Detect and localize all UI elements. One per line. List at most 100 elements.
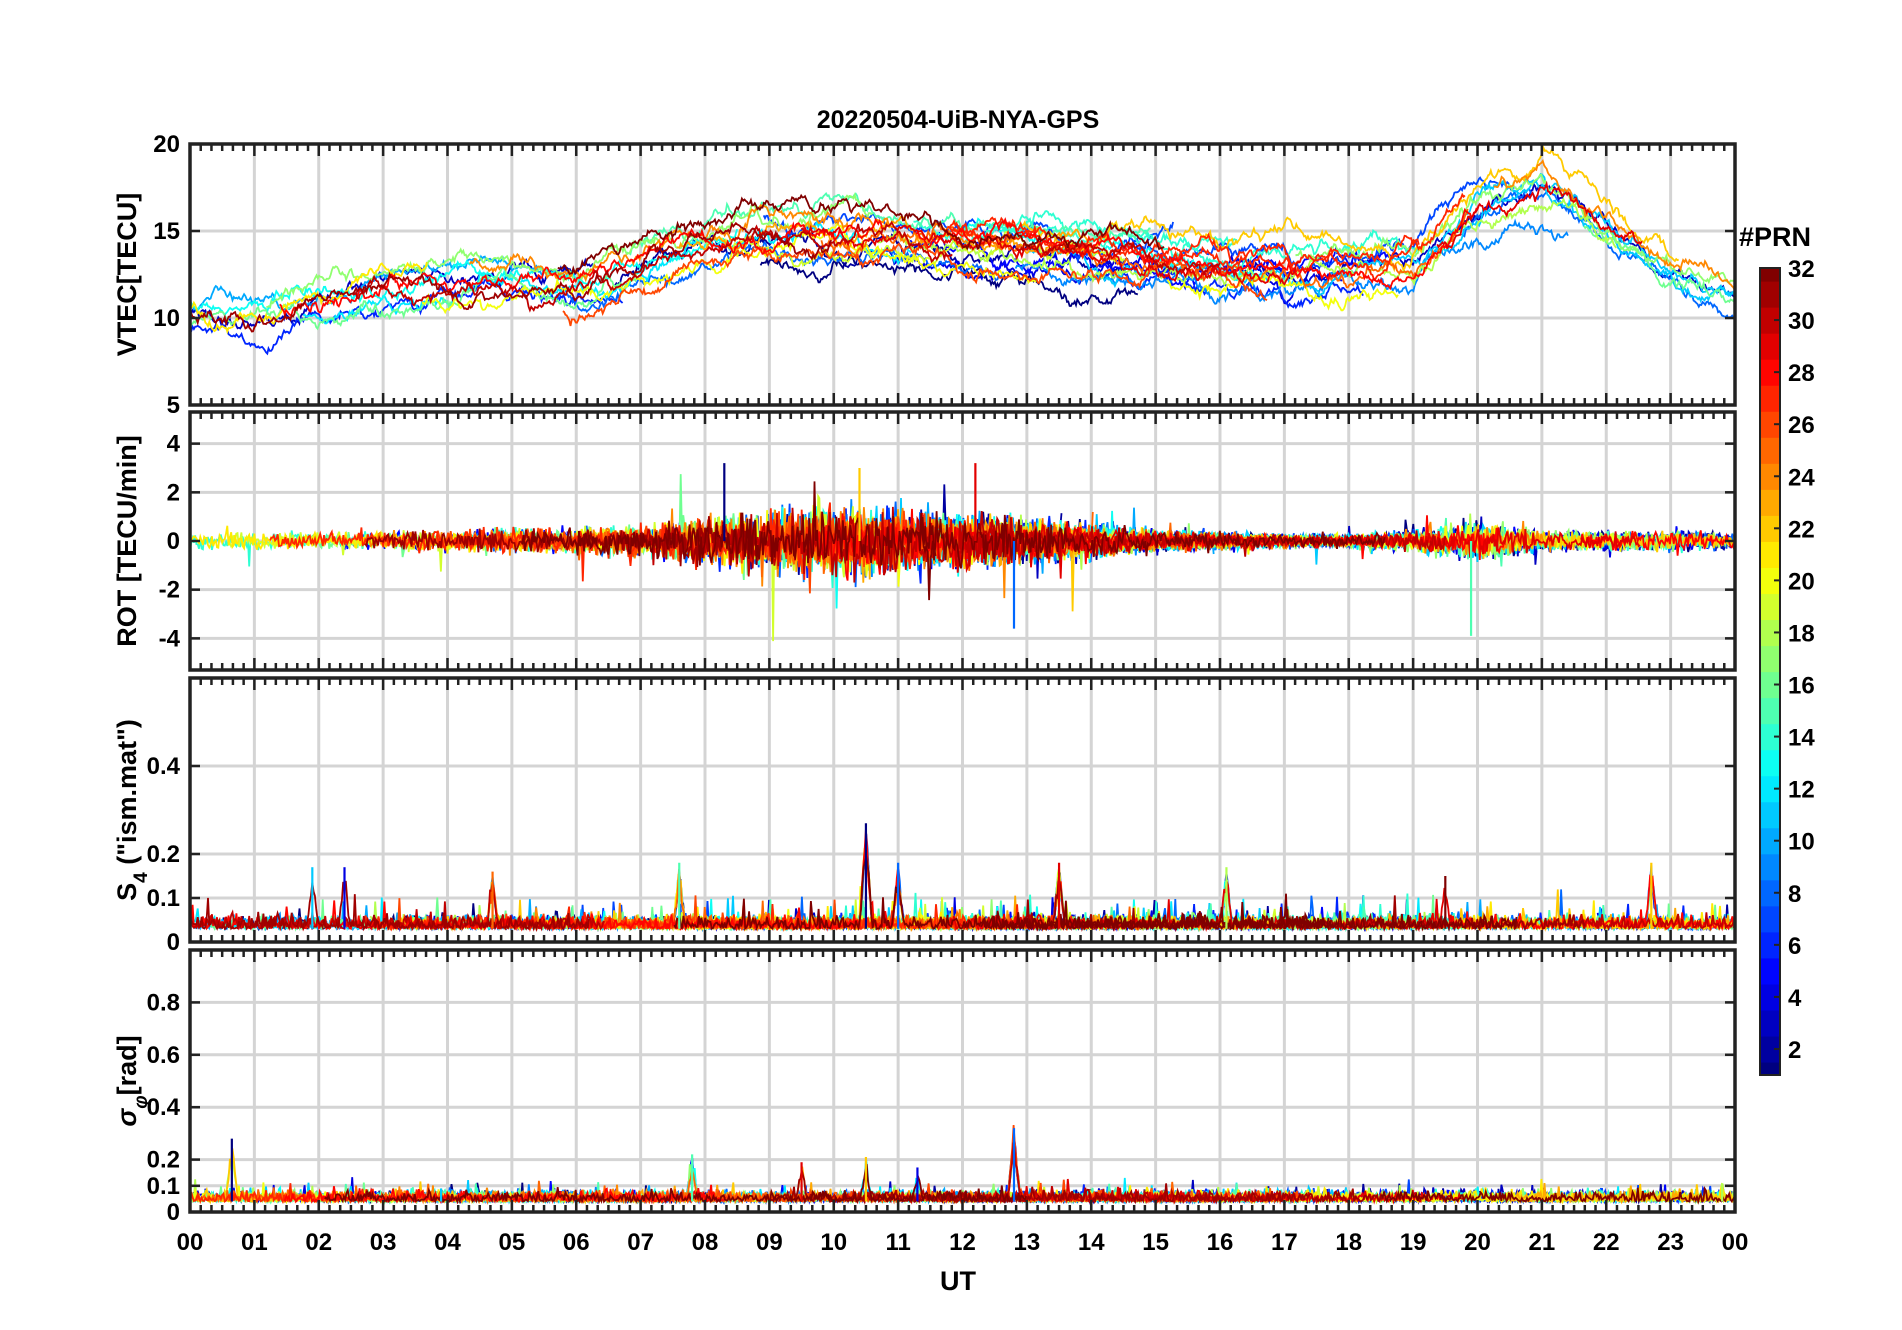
colorbar-swatch: [1760, 268, 1780, 282]
series-line-prn-28: [1580, 529, 1735, 556]
colorbar-tick-label: 2: [1788, 1037, 1801, 1064]
colorbar-swatch: [1760, 515, 1780, 542]
colorbar-swatch: [1760, 281, 1780, 308]
colorbar-swatch: [1760, 671, 1780, 699]
colorbar-swatch: [1760, 749, 1780, 777]
series-line-prn-21: [190, 261, 428, 335]
colorbar-swatch: [1760, 645, 1780, 673]
x-tick-label: 00: [1722, 1229, 1749, 1256]
y-tick-label: 0.6: [147, 1042, 180, 1069]
y-axis-label-sigma_phi: σφ[rad]: [112, 1035, 152, 1126]
series-line-prn-27: [190, 1183, 426, 1205]
y-tick-label: -4: [159, 625, 181, 652]
colorbar-swatch: [1760, 411, 1780, 438]
y-tick-label: 20: [153, 131, 180, 158]
series-line-prn-30: [351, 220, 953, 313]
figure-title: 20220504-UiB-NYA-GPS: [817, 106, 1100, 134]
y-tick-label: 10: [153, 305, 180, 332]
series-line-prn-1: [759, 254, 1139, 309]
y-axis-label-s4: S4 ("ism.mat"): [112, 719, 152, 901]
y-tick-label: 0.4: [147, 753, 181, 780]
series-line-prn-16: [190, 266, 641, 331]
series-line-prn-32: [521, 481, 937, 601]
colorbar-swatch: [1760, 801, 1780, 829]
colorbar-swatch: [1760, 307, 1780, 334]
colorbar-swatch: [1760, 385, 1780, 412]
x-axis: 00 01 02 03 04 05 06 07 08 09 10 11 12 13 14 15 16 17 18 19…: [177, 1229, 1749, 1256]
series-line-prn-25: [820, 208, 1469, 290]
series-line-prn-26: [562, 241, 1268, 327]
y-tick-label: 2: [167, 479, 180, 506]
series-line-prn-24: [1493, 158, 1735, 291]
x-tick-label: 12: [949, 1229, 976, 1256]
colorbar-swatch: [1760, 931, 1780, 959]
colorbar-swatch: [1760, 359, 1780, 386]
x-tick-label: 16: [1207, 1229, 1234, 1256]
colorbar-swatch: [1760, 697, 1780, 725]
colorbar-swatch: [1760, 619, 1780, 647]
colorbar-tick-label: 30: [1788, 308, 1815, 335]
series-line-prn-19: [228, 493, 859, 642]
colorbar-swatch: [1760, 957, 1780, 985]
series-group: [190, 823, 1735, 933]
series-line-prn-31: [190, 221, 832, 333]
series-line-prn-15: [625, 191, 1151, 256]
y-tick-label: 0.1: [147, 1173, 180, 1200]
series-line-prn-22: [1022, 145, 1680, 273]
y-tick-label: 0: [167, 1199, 180, 1226]
colorbar-title: #PRN: [1739, 222, 1811, 252]
y-tick-label: 0.2: [147, 1147, 180, 1174]
series-line-prn-27: [949, 218, 1420, 282]
series-line-prn-29: [1436, 180, 1643, 250]
colorbar-tick-label: 24: [1788, 464, 1815, 491]
x-tick-label: 08: [692, 1229, 719, 1256]
y-tick-label: 0.4: [147, 1094, 181, 1121]
panel-s4: 0 0.1 0.2 0.4S4 ("ism.mat"): [112, 676, 1737, 956]
x-tick-label: 01: [241, 1229, 268, 1256]
y-axis-label-vtec: VTEC[TECU]: [112, 193, 142, 357]
series-line-prn-10: [190, 254, 545, 313]
x-tick-label: 20: [1464, 1229, 1491, 1256]
x-tick-label: 04: [434, 1229, 461, 1256]
y-tick-label: 0.8: [147, 989, 180, 1016]
y-tick-label: 0.1: [147, 885, 180, 912]
colorbar-swatch: [1760, 489, 1780, 516]
colorbar-swatch: [1760, 723, 1780, 751]
colorbar-swatch: [1760, 593, 1780, 621]
colorbar-swatch: [1760, 1009, 1780, 1037]
series-line-prn-29: [925, 1178, 1465, 1205]
x-tick-label: 05: [499, 1229, 526, 1256]
series-line-prn-16: [1583, 225, 1735, 304]
colorbar-tick-label: 22: [1788, 516, 1815, 543]
colorbar-tick-label: 26: [1788, 412, 1815, 439]
series-line-prn-31: [364, 512, 758, 568]
series-line-prn-32: [557, 193, 1165, 276]
panel-sigma_phi: 00.10.2 0.4 0.6 0.8 σφ[rad]: [112, 948, 1737, 1226]
colorbar-swatch: [1760, 775, 1780, 803]
colorbar-tick-label: 16: [1788, 673, 1815, 700]
y-tick-label: 0: [167, 528, 180, 555]
series-line-prn-18: [1378, 196, 1617, 287]
x-tick-label: 21: [1529, 1229, 1556, 1256]
series-line-prn-32: [1380, 1185, 1735, 1205]
panel-rot: -4 -2 0 2 4 ROT [TECU/min]: [112, 410, 1737, 672]
colorbar-swatch: [1760, 983, 1780, 1011]
colorbar-swatch: [1760, 853, 1780, 881]
x-tick-label: 17: [1271, 1229, 1298, 1256]
y-tick-label: 4: [167, 431, 181, 458]
x-tick-label: 13: [1014, 1229, 1041, 1256]
colorbar-tick-label: 10: [1788, 829, 1815, 856]
colorbar-swatch: [1760, 905, 1780, 933]
colorbar-swatch: [1760, 879, 1780, 907]
colorbar-tick-label: 8: [1788, 881, 1801, 908]
series-line-prn-28: [915, 204, 1480, 291]
y-tick-label: 0.2: [147, 841, 180, 868]
y-tick-label: 15: [153, 218, 180, 245]
x-tick-label: 00: [177, 1229, 204, 1256]
panel-vtec: 5 10 15 20 VTEC[TECU]: [112, 131, 1737, 419]
x-tick-label: 19: [1400, 1229, 1427, 1256]
x-tick-label: 07: [627, 1229, 654, 1256]
